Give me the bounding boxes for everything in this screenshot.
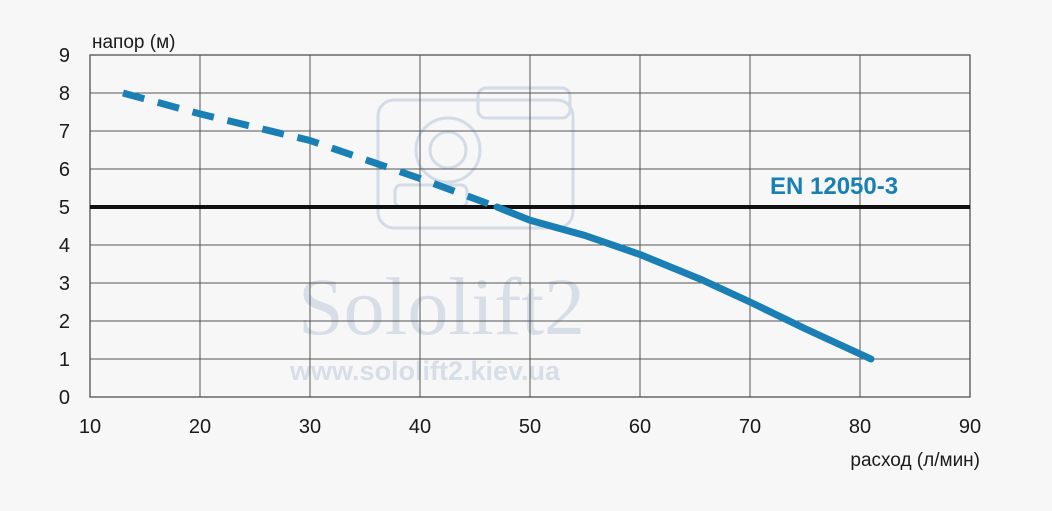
watermark: Sololift2 www.sololift2.kiev.ua xyxy=(289,86,585,386)
series xyxy=(122,89,875,363)
x-axis-title: расход (л/мин) xyxy=(850,450,980,471)
x-tick-label: 80 xyxy=(849,416,871,438)
x-tick-label: 70 xyxy=(739,416,761,438)
x-tick-label: 50 xyxy=(519,416,541,438)
axes: 10 20 30 40 50 60 70 80 90 0 1 2 3 4 5 6 7 8 9 xyxy=(59,45,981,438)
watermark-url: www.sololift2.kiev.ua xyxy=(289,356,561,386)
x-tick-label: 90 xyxy=(959,416,981,438)
y-tick-label: 4 xyxy=(59,235,70,257)
x-tick-label: 30 xyxy=(299,416,321,438)
y-tick-label: 2 xyxy=(59,311,70,333)
x-tick-label: 40 xyxy=(409,416,431,438)
x-tick-label: 20 xyxy=(189,416,211,438)
y-tick-label: 5 xyxy=(59,197,70,219)
y-tick-label: 3 xyxy=(59,273,70,295)
y-tick-label: 8 xyxy=(59,83,70,105)
y-tick-label: 7 xyxy=(59,121,70,143)
watermark-title: Sololift2 xyxy=(298,261,585,352)
x-tick-label: 10 xyxy=(79,416,101,438)
reference-line-label: EN 12050-3 xyxy=(770,173,898,200)
y-tick-label: 9 xyxy=(59,45,70,67)
y-tick-label: 1 xyxy=(59,349,70,371)
y-axis-title: напор (м) xyxy=(92,32,175,53)
y-tick-label: 6 xyxy=(59,159,70,181)
x-tick-label: 60 xyxy=(629,416,651,438)
pump-curve-solid xyxy=(493,203,875,363)
pump-curve-dashed xyxy=(122,89,499,211)
y-tick-label: 0 xyxy=(59,387,70,409)
